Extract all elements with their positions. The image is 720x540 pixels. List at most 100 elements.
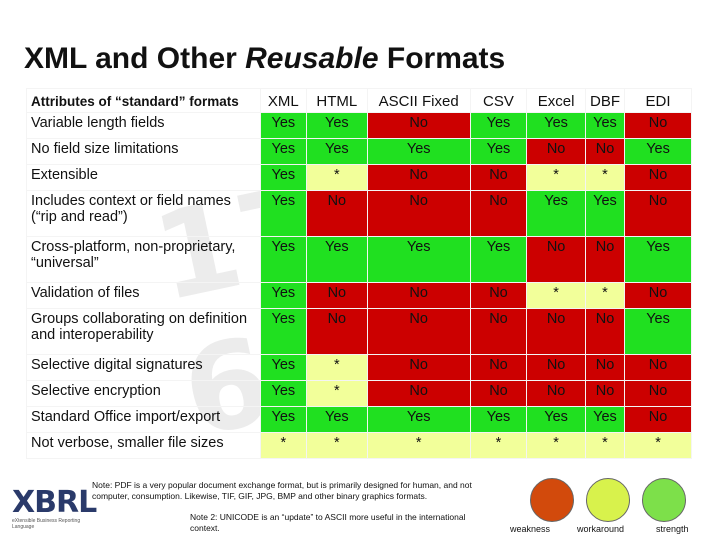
- row-label: Selective encryption: [26, 380, 261, 407]
- table-cell: No: [624, 380, 692, 407]
- table-row: Selective encryption Yes * No No No No No: [26, 380, 692, 407]
- column-header: CSV: [469, 88, 528, 113]
- table-cell: Yes: [584, 190, 626, 237]
- table-cell: Yes: [469, 406, 528, 433]
- table-cell: Yes: [259, 190, 307, 237]
- comparison-table: Attributes of “standard” formats XML HTM…: [26, 88, 692, 459]
- table-row: Standard Office import/export Yes Yes Yes Ye…: [26, 406, 692, 433]
- table-cell: No: [624, 354, 692, 381]
- table-cell: Yes: [469, 236, 528, 283]
- row-label: Extensible: [26, 164, 261, 191]
- column-header: HTML: [305, 88, 368, 113]
- table-cell: *: [584, 432, 626, 459]
- table-cell: No: [366, 112, 471, 139]
- table-cell: No: [624, 112, 692, 139]
- table-row: Not verbose, smaller file sizes * * * * * * *: [26, 432, 692, 459]
- table-cell: Yes: [305, 236, 368, 283]
- table-cell: No: [624, 164, 692, 191]
- title-italic: Reusable: [245, 42, 379, 75]
- title-end: Formats: [378, 42, 506, 75]
- table-cell: Yes: [526, 112, 586, 139]
- column-header: ASCII Fixed: [366, 88, 471, 113]
- table-cell: No: [366, 380, 471, 407]
- table-cell: No: [305, 308, 368, 355]
- header-label: Attributes of “standard” formats: [26, 88, 261, 113]
- table-cell: No: [584, 308, 626, 355]
- row-label: Groups collaborating on definition and i…: [26, 308, 261, 355]
- table-cell: No: [469, 380, 528, 407]
- table-cell: Yes: [366, 138, 471, 165]
- table-cell: *: [624, 432, 692, 459]
- table-cell: No: [305, 190, 368, 237]
- table-cell: Yes: [305, 112, 368, 139]
- table-row: Includes context or field names (“rip an…: [26, 190, 692, 237]
- table-cell: *: [305, 432, 368, 459]
- column-header: DBF: [584, 88, 626, 113]
- table-row: Groups collaborating on definition and i…: [26, 308, 692, 355]
- legend-strength-circle: [642, 478, 686, 522]
- table-cell: No: [584, 354, 626, 381]
- table-cell: No: [526, 138, 586, 165]
- table-cell: No: [584, 380, 626, 407]
- legend-workaround-circle: [586, 478, 630, 522]
- table-cell: No: [469, 282, 528, 309]
- table-cell: Yes: [469, 138, 528, 165]
- table-cell: Yes: [259, 308, 307, 355]
- footnote-unicode: Note 2: UNICODE is an “update” to ASCII …: [190, 512, 466, 533]
- table-cell: Yes: [259, 380, 307, 407]
- table-cell: No: [469, 308, 528, 355]
- logo-subtitle: eXtensible Business Reporting Language: [12, 518, 81, 530]
- table-cell: Yes: [469, 112, 528, 139]
- table-cell: Yes: [526, 406, 586, 433]
- table-cell: No: [526, 354, 586, 381]
- table-cell: Yes: [259, 164, 307, 191]
- table-cell: No: [469, 354, 528, 381]
- row-label: Not verbose, smaller file sizes: [26, 432, 261, 459]
- logo-text: XBRL: [12, 485, 97, 520]
- table-cell: No: [366, 164, 471, 191]
- column-header: EDI: [624, 88, 692, 113]
- table-cell: No: [624, 406, 692, 433]
- table-cell: No: [469, 190, 528, 237]
- table-cell: *: [526, 164, 586, 191]
- legend-weakness-label: weakness: [510, 524, 551, 534]
- table-cell: No: [305, 282, 368, 309]
- table-cell: *: [469, 432, 528, 459]
- table-cell: No: [584, 138, 626, 165]
- footnote-pdf: Note: PDF is a very popular document exc…: [92, 480, 472, 501]
- table-row: Validation of files Yes No No No * * No: [26, 282, 692, 309]
- row-label: Cross-platform, non-proprietary, “univer…: [26, 236, 261, 283]
- row-label: Standard Office import/export: [26, 406, 261, 433]
- table-row: No field size limitations Yes Yes Yes Yes No N…: [26, 138, 692, 165]
- row-label: Validation of files: [26, 282, 261, 309]
- table-cell: *: [366, 432, 471, 459]
- table-cell: No: [526, 308, 586, 355]
- table-row: Selective digital signatures Yes * No No No No…: [26, 354, 692, 381]
- table-cell: Yes: [366, 236, 471, 283]
- table-cell: Yes: [259, 236, 307, 283]
- table-cell: *: [305, 354, 368, 381]
- table-cell: Yes: [259, 282, 307, 309]
- table-cell: No: [526, 236, 586, 283]
- table-cell: No: [526, 380, 586, 407]
- table-cell: *: [584, 164, 626, 191]
- table-cell: Yes: [526, 190, 586, 237]
- table-cell: No: [366, 282, 471, 309]
- table-cell: *: [259, 432, 307, 459]
- table-cell: No: [366, 190, 471, 237]
- table-cell: Yes: [624, 236, 692, 283]
- column-header: XML: [259, 88, 307, 113]
- row-label: Selective digital signatures: [26, 354, 261, 381]
- table-cell: Yes: [366, 406, 471, 433]
- slide-title: XML and Other Reusable Formats: [24, 42, 505, 76]
- column-header: Excel: [526, 88, 586, 113]
- title-main: XML and Other: [24, 42, 246, 75]
- legend-strength-label: strength: [656, 524, 689, 534]
- legend-weakness-circle: [530, 478, 574, 522]
- table-cell: No: [624, 190, 692, 237]
- table-cell: *: [526, 432, 586, 459]
- table-cell: No: [366, 308, 471, 355]
- xbrl-logo: XBRL eXtensible Business Reporting Langu…: [12, 485, 97, 532]
- table-cell: No: [366, 354, 471, 381]
- table-row: Variable length fields Yes Yes No Yes Yes Yes N…: [26, 112, 692, 139]
